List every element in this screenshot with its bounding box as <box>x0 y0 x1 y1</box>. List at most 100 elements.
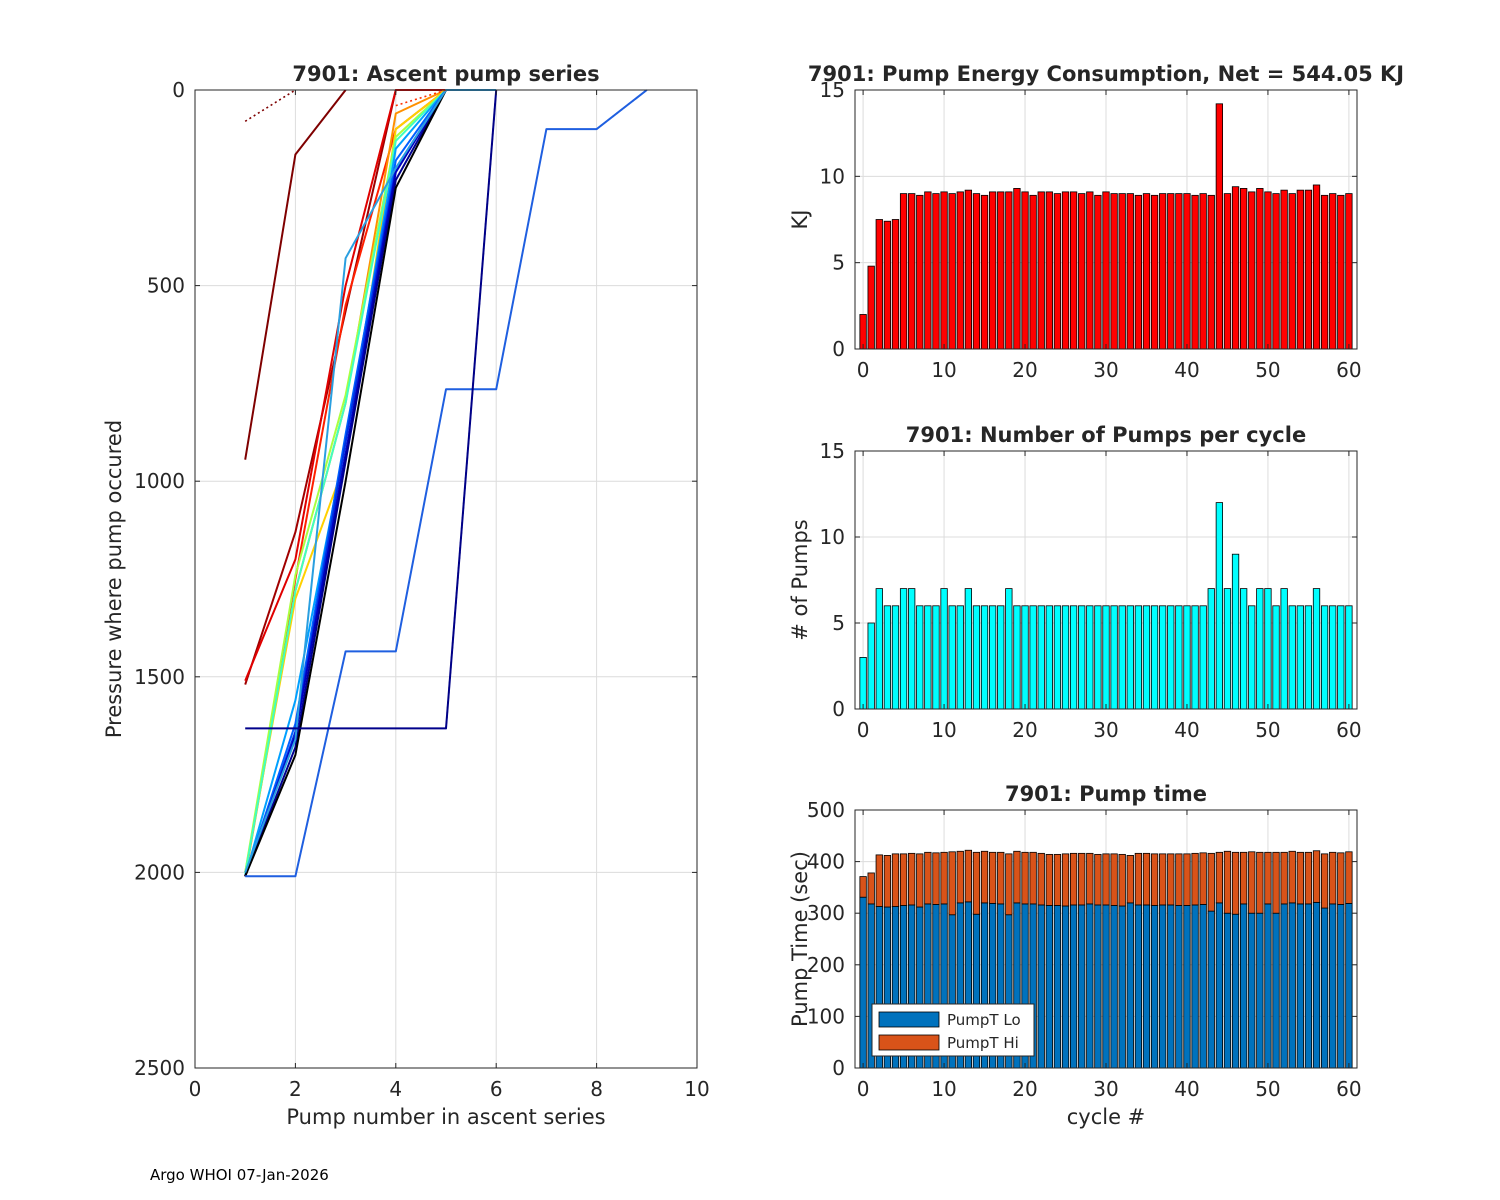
bar <box>883 605 892 710</box>
x-tick-label: 40 <box>1174 1077 1199 1101</box>
bar-pumpt-hi <box>875 854 883 907</box>
bar-pumpt-hi <box>1272 851 1280 914</box>
bar <box>1005 191 1013 350</box>
bar-pumpt-hi <box>867 872 875 905</box>
bar <box>948 193 956 350</box>
bar <box>940 191 948 350</box>
bar-pumpt-lo <box>859 896 867 1069</box>
chart-title: 7901: Pump time <box>1005 782 1207 806</box>
x-tick-label: 0 <box>857 718 870 742</box>
bar-pumpt-hi <box>1215 851 1223 904</box>
chart-title: 7901: Number of Pumps per cycle <box>906 423 1306 447</box>
bar-pumpt-hi <box>1150 853 1159 906</box>
bar <box>956 191 964 350</box>
bar-pumpt-hi <box>1231 851 1240 915</box>
bar <box>1272 605 1280 710</box>
bar <box>989 605 997 710</box>
chart-title: 7901: Pump Energy Consumption, Net = 544… <box>808 62 1404 86</box>
bar <box>1118 193 1126 350</box>
y-axis-label: Pump Time (sec) <box>788 851 812 1027</box>
bar-pumpt-hi <box>1142 852 1151 906</box>
bar <box>1086 191 1094 350</box>
bar-pumpt-hi <box>924 851 932 905</box>
bar <box>1207 588 1215 710</box>
bar <box>891 605 900 710</box>
bar <box>1118 605 1126 710</box>
bar <box>1005 588 1013 710</box>
bar <box>924 605 932 710</box>
bar <box>1264 191 1272 350</box>
bar <box>883 220 892 350</box>
bar <box>1167 193 1175 350</box>
bar-pumpt-hi <box>1183 853 1191 906</box>
bar-pumpt-lo <box>1134 904 1143 1069</box>
bar <box>1280 189 1288 350</box>
bar-pumpt-lo <box>1159 904 1167 1069</box>
x-axis-label: cycle # <box>1067 1105 1146 1129</box>
ascent-pump-chart: 0 2 4 6 8 10 0 500 1000 1500 2000 2500 7901: Ascent … <box>102 62 710 1129</box>
bar-pumpt-lo <box>1272 912 1280 1069</box>
bar <box>1264 588 1272 710</box>
bar-pumpt-hi <box>1159 853 1167 906</box>
bar <box>1183 193 1191 350</box>
bar-pumpt-hi <box>1005 853 1013 916</box>
bar <box>1183 605 1191 710</box>
bar-pumpt-hi <box>940 851 948 905</box>
bar-pumpt-lo <box>1320 907 1329 1069</box>
bar <box>1191 194 1199 350</box>
bar <box>1288 193 1296 350</box>
series-line <box>244 89 447 873</box>
bar-pumpt-hi <box>1288 850 1296 904</box>
bar <box>1329 193 1337 350</box>
bar <box>1126 605 1134 710</box>
bar <box>899 588 908 710</box>
bar <box>916 605 924 710</box>
x-tick-label: 10 <box>931 1077 956 1101</box>
bar-pumpt-hi <box>883 855 892 908</box>
bar <box>1320 194 1329 350</box>
bar <box>1150 194 1159 350</box>
bar <box>1304 189 1313 350</box>
bar <box>1248 191 1256 350</box>
x-tick-label: 30 <box>1093 1077 1118 1101</box>
x-tick-label: 60 <box>1336 718 1361 742</box>
bar-pumpt-hi <box>1037 852 1045 906</box>
bar <box>1126 193 1134 350</box>
bar <box>867 622 875 710</box>
bar-pumpt-lo <box>1078 904 1086 1069</box>
bar-pumpt-lo <box>1126 902 1134 1069</box>
y-axis-label: KJ <box>788 210 812 230</box>
y-tick-label: 2000 <box>134 860 185 884</box>
bar-pumpt-lo <box>1102 904 1110 1069</box>
bar <box>1337 605 1345 710</box>
series-line <box>244 89 446 685</box>
bar <box>932 605 940 710</box>
legend-swatch <box>878 1034 940 1051</box>
bar-pumpt-hi <box>1078 852 1086 906</box>
bar-pumpt-lo <box>1175 905 1183 1069</box>
legend-swatch <box>878 1011 940 1028</box>
y-tick-label: 15 <box>820 439 845 463</box>
series-group <box>244 89 648 878</box>
bar-pumpt-hi <box>997 851 1005 905</box>
series-line <box>244 89 447 877</box>
bar-pumpt-hi <box>1094 853 1102 906</box>
x-tick-label: 10 <box>684 1077 709 1101</box>
bar-pumpt-hi <box>1191 852 1199 906</box>
bar <box>1142 605 1151 710</box>
bar-pumpt-lo <box>1069 904 1078 1069</box>
x-tick-label: 6 <box>490 1077 503 1101</box>
y-tick-label: 0 <box>832 697 845 721</box>
bar <box>964 588 972 710</box>
bar-pumpt-hi <box>1118 853 1126 907</box>
bar-pumpt-lo <box>1304 903 1313 1069</box>
x-tick-label: 10 <box>931 718 956 742</box>
bar <box>932 193 940 350</box>
bar <box>1110 605 1118 710</box>
bar-pumpt-lo <box>1183 905 1191 1069</box>
bar <box>1045 605 1053 710</box>
bar <box>948 605 956 710</box>
bar <box>1191 605 1199 710</box>
bar <box>1256 188 1264 350</box>
